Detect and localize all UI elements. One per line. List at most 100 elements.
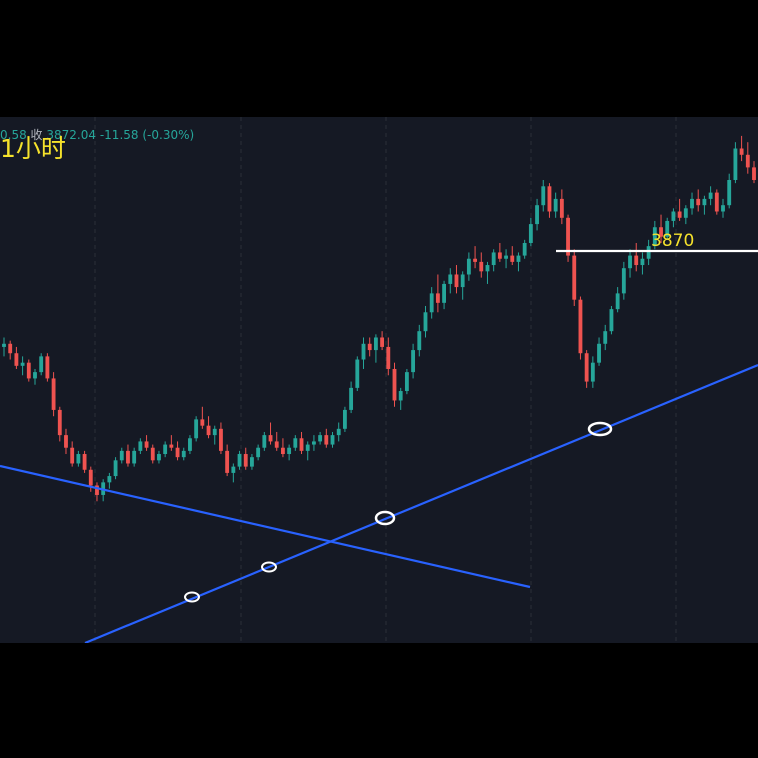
ascending-trendline[interactable]: [84, 363, 758, 643]
candle: [336, 422, 341, 442]
candle-body: [2, 343, 6, 347]
candle-body: [460, 274, 465, 288]
candle: [367, 337, 372, 357]
candle: [566, 214, 570, 262]
candle: [466, 252, 471, 281]
candle-body: [150, 447, 155, 461]
candle: [299, 431, 304, 455]
candle-body: [76, 454, 81, 464]
candle-body: [733, 148, 738, 180]
candle-body: [479, 261, 484, 272]
candle-body: [336, 428, 341, 436]
candle: [349, 381, 354, 414]
candle: [274, 431, 279, 451]
candle-body: [57, 409, 62, 436]
candle-body: [485, 265, 490, 272]
candle: [392, 362, 397, 407]
candle-body: [231, 466, 236, 473]
candle-body: [262, 435, 267, 448]
candle-body: [727, 179, 732, 206]
candle: [702, 195, 707, 215]
candle-body: [119, 450, 124, 461]
candle-body: [553, 198, 558, 212]
candle: [603, 324, 608, 351]
candle-body: [82, 454, 87, 470]
candle: [231, 463, 236, 483]
candle: [107, 472, 112, 489]
touch-marker: [374, 510, 396, 526]
candle: [423, 305, 428, 338]
candle-body: [367, 343, 372, 351]
candle: [225, 444, 230, 477]
descending-trendline[interactable]: [0, 464, 531, 589]
candle: [683, 205, 688, 225]
candle-body: [572, 255, 577, 300]
candle: [690, 192, 694, 215]
candle-body: [677, 211, 682, 218]
candle: [504, 249, 508, 269]
candle: [76, 450, 81, 467]
candle-body: [163, 444, 168, 455]
candle: [188, 435, 192, 455]
candle-body: [454, 274, 459, 288]
candle: [634, 242, 639, 272]
candle-body: [702, 198, 707, 206]
candle-body: [132, 450, 137, 464]
candle: [479, 252, 484, 278]
candle-body: [466, 258, 471, 275]
candle-body: [559, 198, 564, 218]
candle: [20, 356, 25, 376]
candle: [597, 337, 601, 366]
candle: [559, 189, 564, 225]
candle: [293, 435, 298, 451]
candle: [714, 189, 719, 215]
candle-body: [212, 428, 217, 436]
candle-body: [621, 268, 626, 294]
annotation-layer: 3870: [0, 231, 758, 643]
candle-body: [380, 337, 385, 347]
candle-body: [504, 255, 508, 259]
touch-marker: [261, 561, 277, 573]
candle: [398, 387, 403, 410]
candle: [739, 135, 744, 162]
chart-panel[interactable]: 3870 0.58 收 3872.04 -11.58 (-0.30%) 1小时: [0, 117, 758, 643]
candle-body: [615, 293, 620, 310]
candle: [435, 274, 440, 313]
candle: [2, 337, 6, 357]
candle: [318, 431, 323, 445]
candle-body: [547, 186, 552, 212]
candle-body: [473, 258, 477, 262]
candle-body: [349, 387, 354, 410]
candle: [175, 441, 180, 461]
candle: [553, 192, 558, 218]
candle: [200, 406, 205, 429]
candle-body: [603, 331, 608, 344]
candle: [547, 183, 552, 218]
candle-body: [194, 419, 199, 439]
candle: [268, 422, 273, 445]
candle-body: [411, 350, 416, 373]
candle-body: [14, 353, 19, 366]
candle: [665, 217, 670, 240]
candle: [646, 239, 651, 266]
candle: [33, 368, 37, 385]
candle: [243, 447, 248, 470]
candle: [491, 249, 496, 272]
candlestick-chart[interactable]: 3870: [0, 117, 758, 643]
candle-body: [392, 368, 397, 401]
candle: [659, 214, 663, 243]
candle: [460, 271, 465, 300]
candle: [212, 425, 217, 445]
candle: [621, 261, 626, 300]
candle: [745, 142, 750, 174]
candle-body: [157, 454, 161, 461]
candle-body: [522, 242, 527, 256]
candle-body: [696, 198, 701, 206]
candle: [305, 441, 310, 461]
candle: [628, 249, 632, 278]
candle-body: [634, 255, 639, 266]
candle-body: [628, 255, 632, 269]
candle-body: [566, 217, 570, 256]
candle-body: [126, 450, 130, 464]
candle-body: [355, 359, 360, 388]
